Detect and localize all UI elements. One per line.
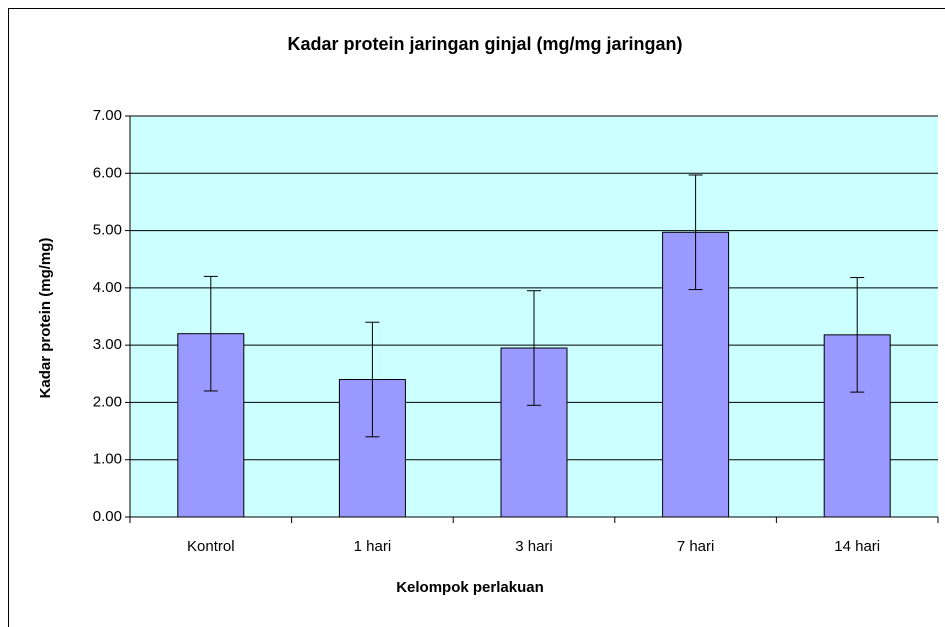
y-tick-label: 5.00 (93, 222, 122, 239)
x-tick-label: 14 hari (834, 538, 880, 555)
x-tick-label: 1 hari (354, 538, 392, 555)
x-tick-label: 3 hari (515, 538, 553, 555)
y-tick-label: 0.00 (93, 508, 122, 525)
y-tick-label: 1.00 (93, 451, 122, 468)
y-axis-label: Kadar protein (mg/mg) (37, 238, 54, 399)
y-tick-label: 6.00 (93, 164, 122, 181)
x-axis-label: Kelompok perlakuan (396, 579, 544, 596)
y-tick-label: 4.00 (93, 279, 122, 296)
chart-title: Kadar protein jaringan ginjal (mg/mg jar… (287, 34, 682, 54)
y-tick-label: 2.00 (93, 393, 122, 410)
y-tick-label: 7.00 (93, 107, 122, 124)
y-tick-label: 3.00 (93, 336, 122, 353)
x-tick-label: 7 hari (677, 538, 715, 555)
x-tick-label: Kontrol (187, 538, 235, 555)
